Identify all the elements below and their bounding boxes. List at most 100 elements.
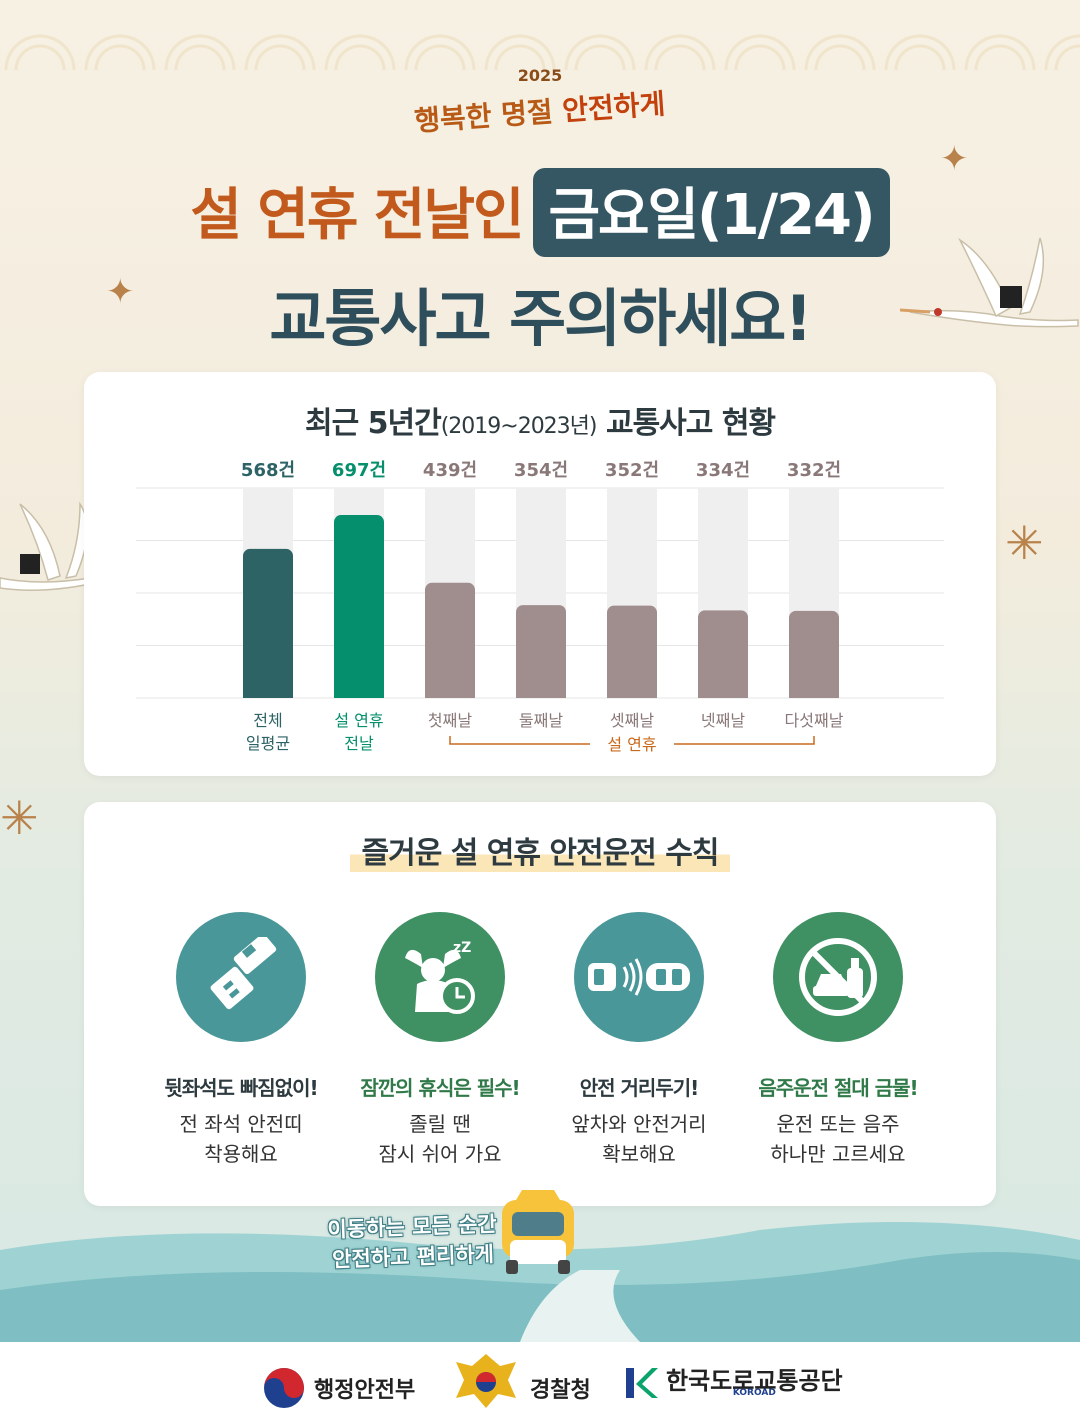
- rules-title-text: 즐거운 설 연휴 안전운전 수칙: [349, 828, 731, 872]
- org-sub: KOROAD: [732, 1387, 776, 1398]
- bar: [789, 610, 839, 698]
- slogan: 이동하는 모든 순간 안전하고 편리하게: [327, 1209, 498, 1275]
- org-koroad: 한국도로교통공단 KOROAD: [624, 1366, 843, 1400]
- year-label: 2025: [517, 66, 563, 85]
- bar: [243, 548, 293, 698]
- crane-icon: [900, 237, 1079, 328]
- rule-heading: 안전 거리두기!: [579, 1076, 699, 1100]
- rule-item-no-drunk-driving: 음주운전 절대 금물! 운전 또는 음주 하나만 고르세요: [738, 912, 938, 1169]
- sparkle-icon: ✳: [1005, 516, 1044, 570]
- rule-body-line: 전 좌석 안전띠: [179, 1112, 303, 1136]
- taegeuk-logo-icon: [264, 1368, 304, 1408]
- svg-text:zZ: zZ: [453, 940, 471, 956]
- bar-base: [607, 690, 657, 698]
- rule-body-line: 운전 또는 음주: [776, 1112, 900, 1136]
- category-label: 다섯째날: [785, 711, 844, 730]
- org-name: 한국도로교통공단: [666, 1366, 843, 1395]
- bar-base: [516, 690, 566, 698]
- seatbelt-icon: [210, 937, 277, 1010]
- group-label: 설 연휴: [607, 735, 656, 754]
- chart-title: 최근 5년간(2019~2023년) 교통사고 현황: [84, 398, 996, 442]
- police-emblem-icon: [456, 1354, 516, 1408]
- rule-circle: [773, 912, 903, 1042]
- category-label: 설 연휴: [334, 711, 383, 730]
- bar-base: [425, 690, 475, 698]
- rule-circle: zZ: [375, 912, 505, 1042]
- category-label: 일평균: [246, 734, 290, 753]
- value-label: 439건: [423, 460, 477, 481]
- bar: [516, 605, 566, 698]
- rules-card: 즐거운 설 연휴 안전운전 수칙 뒷좌석도 빠짐없이! 전 좌석 안전띠 착용해…: [84, 802, 996, 1206]
- top-pattern: [0, 0, 1080, 70]
- bar: [607, 605, 657, 698]
- distance-icon: [588, 958, 690, 996]
- value-label: 332건: [787, 460, 841, 481]
- subtitle-highlight: 안전하게: [561, 87, 667, 128]
- car-icon: [502, 1190, 574, 1274]
- rule-body-line: 하나만 고르세요: [770, 1142, 906, 1166]
- rule-body-line: 착용해요: [204, 1142, 278, 1166]
- category-label: 둘째날: [519, 711, 563, 730]
- value-label: 568건: [241, 460, 295, 481]
- rest-icon: zZ: [405, 940, 475, 1014]
- group-bracket: [449, 736, 590, 745]
- subtitle: 행복한 명절 안전하게: [413, 82, 667, 139]
- bar: [425, 582, 475, 698]
- rule-item-seatbelt: 뒷좌석도 빠짐없이! 전 좌석 안전띠 착용해요: [141, 912, 341, 1169]
- footer: 행정안전부 경찰청 한국도로교통공단 KOROAD: [0, 1342, 1080, 1420]
- slogan-line: 안전하고 편리하게: [331, 1242, 495, 1272]
- bar-base: [334, 690, 384, 698]
- chart-title-tail: 교통사고 현황: [605, 406, 776, 441]
- date-badge: 금요일(1/24): [532, 168, 890, 257]
- org-mois: 행정안전부: [262, 1366, 415, 1410]
- category-label: 셋째날: [610, 711, 654, 730]
- value-label: 354건: [514, 460, 568, 481]
- org-police: 경찰청: [450, 1350, 591, 1410]
- headline-line2: 교통사고 주의하세요!: [269, 282, 812, 355]
- header: 2025 행복한 명절 안전하게: [0, 60, 1080, 138]
- bar: [698, 610, 748, 698]
- value-label: 697건: [332, 460, 386, 481]
- bar-base: [698, 690, 748, 698]
- no-drunk-driving-icon: [799, 938, 877, 1016]
- rule-body: 앞차와 안전거리 확보해요: [539, 1109, 739, 1169]
- chart-title-main: 최근 5년간: [304, 406, 442, 441]
- value-label: 352건: [605, 460, 659, 481]
- bar: [334, 515, 384, 698]
- sparkle-icon: ✳: [0, 791, 39, 845]
- bar-base: [789, 690, 839, 698]
- sparkle-icon: ✦: [106, 272, 135, 312]
- rule-body-line: 앞차와 안전거리: [571, 1112, 707, 1136]
- chart-title-period: (2019~2023년): [440, 414, 598, 439]
- sparkle-icon: ✦: [940, 139, 969, 179]
- headline-text: 설 연휴 전날인: [190, 183, 524, 248]
- value-label: 334건: [696, 460, 750, 481]
- rule-circle: [176, 912, 306, 1042]
- rule-body: 졸릴 땐 잠시 쉬어 가요: [340, 1109, 540, 1169]
- category-label: 첫째날: [428, 711, 472, 730]
- rule-heading: 뒷좌석도 빠짐없이!: [164, 1076, 318, 1100]
- bar-base: [243, 690, 293, 698]
- rules-title: 즐거운 설 연휴 안전운전 수칙: [84, 828, 996, 872]
- rule-item-rest: zZ 잠깐의 휴식은 필수! 졸릴 땐 잠시 쉬어 가요: [340, 912, 540, 1169]
- group-bracket: [674, 736, 815, 745]
- rule-heading: 잠깐의 휴식은 필수!: [360, 1076, 520, 1100]
- rule-body-line: 졸릴 땐: [409, 1112, 471, 1136]
- category-label: 넷째날: [701, 711, 745, 730]
- koroad-logo-icon: [626, 1368, 658, 1398]
- category-label: 전날: [344, 734, 374, 753]
- rule-item-distance: 안전 거리두기! 앞차와 안전거리 확보해요: [539, 912, 739, 1169]
- rule-body-line: 잠시 쉬어 가요: [378, 1142, 502, 1166]
- category-label: 전체: [253, 711, 282, 730]
- rule-circle: [574, 912, 704, 1042]
- rule-body: 전 좌석 안전띠 착용해요: [141, 1109, 341, 1169]
- subtitle-part: 행복한 명절: [413, 94, 564, 138]
- rule-body: 운전 또는 음주 하나만 고르세요: [738, 1109, 938, 1169]
- org-name: 행정안전부: [314, 1378, 416, 1403]
- rule-body-line: 확보해요: [602, 1142, 676, 1166]
- headline-line1: 설 연휴 전날인 금요일(1/24): [0, 168, 1080, 257]
- hills-background: [0, 1222, 1080, 1342]
- org-name: 경찰청: [530, 1378, 591, 1403]
